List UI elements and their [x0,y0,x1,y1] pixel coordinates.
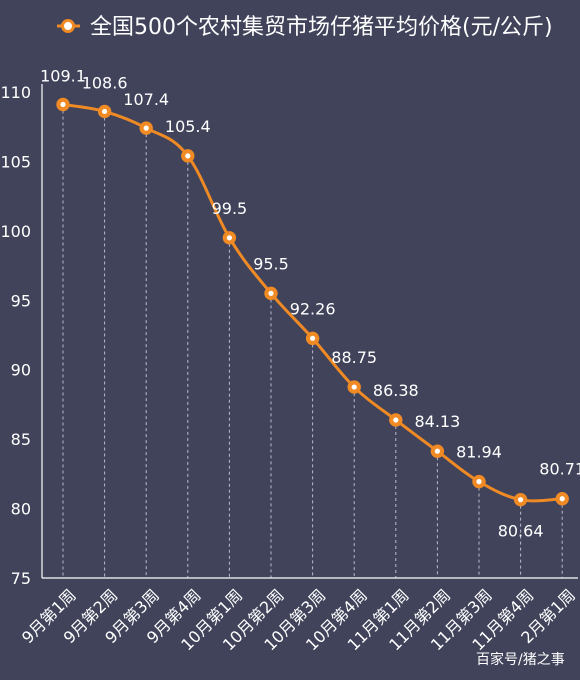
data-point-center [102,108,108,115]
y-tick-label: 85 [11,430,31,449]
data-point-center [60,101,66,108]
data-label: 107.4 [123,90,169,109]
data-label: 108.6 [82,73,128,92]
y-tick-label: 110 [0,83,31,102]
legend: 全国500个农村集贸市场仔猪平均价格(元/公斤) [57,15,553,40]
data-point-center [393,417,399,423]
data-label: 84.13 [414,412,460,431]
data-label: 99.5 [212,199,248,218]
y-tick-label: 95 [11,291,31,310]
data-label: 109.1 [40,66,86,85]
drop-lines [62,110,563,578]
data-label: 86.38 [373,381,419,400]
data-markers [56,97,569,507]
data-point-center [351,384,357,390]
data-point-center [226,235,232,241]
legend-marker [61,19,75,33]
data-label: 95.5 [253,254,289,273]
data-point-center [268,290,274,296]
axes: 75808590951001051109月第1周9月第2周9月第3周9月第4周1… [0,83,579,654]
data-point-center [434,448,440,454]
y-tick-label: 75 [11,569,31,588]
data-point-center [185,153,191,159]
y-tick-label: 80 [11,500,31,519]
data-point-center [310,335,316,341]
data-label: 80.71 [539,460,580,479]
data-point-center [559,496,565,502]
y-tick-label: 105 [0,152,31,171]
data-label: 81.94 [456,443,502,462]
data-point-center [143,125,149,131]
data-point-center [518,497,524,503]
data-point-center [476,479,482,485]
watermark: 百家号/猪之事 [476,651,565,668]
data-label: 80.64 [498,522,544,541]
legend-label: 全国500个农村集贸市场仔猪平均价格(元/公斤) [90,15,553,40]
y-tick-label: 100 [0,222,31,241]
data-label: 88.75 [331,348,377,367]
data-label: 92.26 [290,299,336,318]
y-tick-label: 90 [11,361,31,380]
data-label: 105.4 [165,117,211,136]
